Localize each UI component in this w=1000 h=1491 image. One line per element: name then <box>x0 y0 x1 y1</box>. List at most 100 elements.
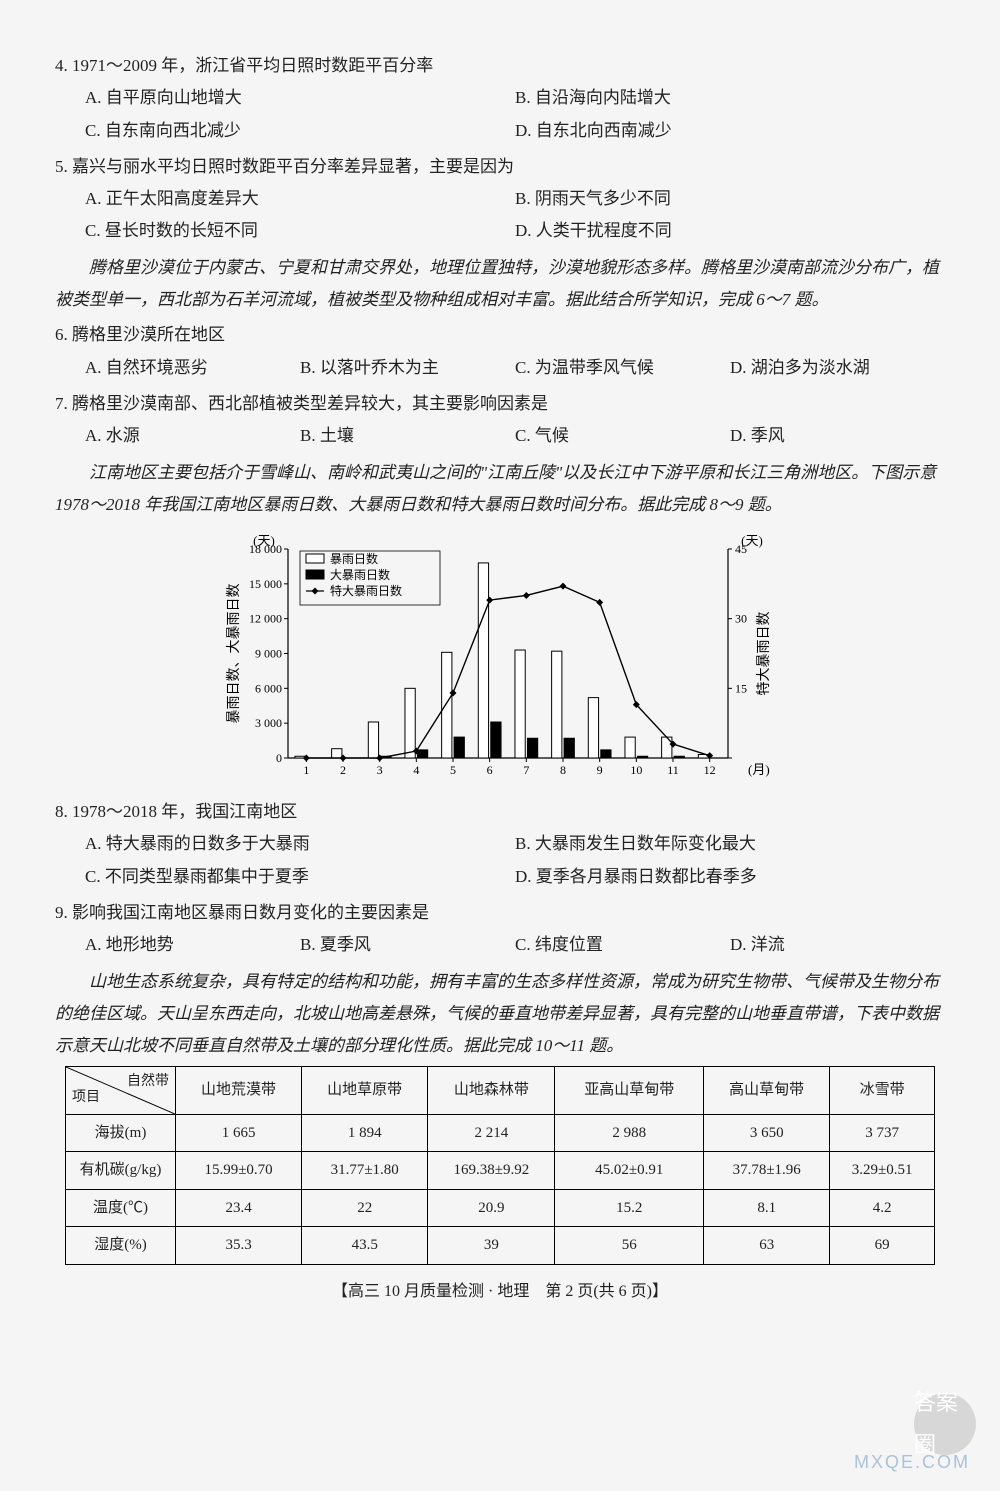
cell: 3 650 <box>704 1114 830 1152</box>
q4-a: A. 自平原向山地增大 <box>85 82 515 114</box>
svg-text:(天): (天) <box>741 533 763 548</box>
cell: 56 <box>555 1227 704 1265</box>
q9-a: A. 地形地势 <box>85 929 300 961</box>
mxqe-text: MXQE.COM <box>854 1445 970 1479</box>
svg-text:0: 0 <box>276 751 282 765</box>
row-label: 温度(℃) <box>66 1189 176 1227</box>
svg-text:12 000: 12 000 <box>249 612 282 626</box>
svg-text:(天): (天) <box>253 533 275 548</box>
q8-b: B. 大暴雨发生日数年际变化最大 <box>515 828 945 860</box>
q6-options: A. 自然环境恶劣 B. 以落叶乔木为主 C. 为温带季风气候 D. 湖泊多为淡… <box>55 352 945 384</box>
q9-c: C. 纬度位置 <box>515 929 730 961</box>
svg-text:4: 4 <box>413 763 419 777</box>
table-header-diag: 自然带项目 <box>66 1066 176 1114</box>
q6: 6. 腾格里沙漠所在地区 A. 自然环境恶劣 B. 以落叶乔木为主 C. 为温带… <box>55 319 945 384</box>
q8-d: D. 夏季各月暴雨日数都比春季多 <box>515 861 945 893</box>
svg-text:3 000: 3 000 <box>255 716 282 730</box>
svg-text:6: 6 <box>487 763 493 777</box>
q5: 5. 嘉兴与丽水平均日照时数距平百分率差异显著，主要是因为 A. 正午太阳高度差… <box>55 151 945 248</box>
table-row: 有机碳(g/kg)15.99±0.7031.77±1.80169.38±9.92… <box>66 1152 935 1190</box>
svg-text:(月): (月) <box>748 762 770 777</box>
table-col-0: 山地荒漠带 <box>176 1066 302 1114</box>
q8: 8. 1978～2018 年，我国江南地区 A. 特大暴雨的日数多于大暴雨 B.… <box>55 796 945 893</box>
cell: 8.1 <box>704 1189 830 1227</box>
cell: 23.4 <box>176 1189 302 1227</box>
q8-a: A. 特大暴雨的日数多于大暴雨 <box>85 828 515 860</box>
q5-options: A. 正午太阳高度差异大 B. 阴雨天气多少不同 C. 昼长时数的长短不同 D.… <box>55 183 945 248</box>
table-col-1: 山地草原带 <box>302 1066 428 1114</box>
q9-b: B. 夏季风 <box>300 929 515 961</box>
cell: 1 894 <box>302 1114 428 1152</box>
q4-stem: 4. 1971～2009 年，浙江省平均日照时数距平百分率 <box>55 50 945 82</box>
q7-d: D. 季风 <box>730 420 945 452</box>
cell: 45.02±0.91 <box>555 1152 704 1190</box>
table-row: 海拔(m)1 6651 8942 2142 9883 6503 737 <box>66 1114 935 1152</box>
q5-a: A. 正午太阳高度差异大 <box>85 183 515 215</box>
tianshan-table-wrap: 自然带项目山地荒漠带山地草原带山地森林带亚高山草甸带高山草甸带冰雪带海拔(m)1… <box>55 1066 945 1265</box>
q4-options: A. 自平原向山地增大 B. 自沿海向内陆增大 C. 自东南向西北减少 D. 自… <box>55 82 945 147</box>
q5-d: D. 人类干扰程度不同 <box>515 215 945 247</box>
svg-text:11: 11 <box>667 763 679 777</box>
rain-chart-svg: 03 0006 0009 00012 00015 00018 000153045… <box>220 531 780 786</box>
svg-text:15 000: 15 000 <box>249 577 282 591</box>
q6-c: C. 为温带季风气候 <box>515 352 730 384</box>
passage-6-7: 腾格里沙漠位于内蒙古、宁夏和甘肃交界处，地理位置独特，沙漠地貌形态多样。腾格里沙… <box>55 252 945 317</box>
q4-d: D. 自东北向西南减少 <box>515 115 945 147</box>
q9: 9. 影响我国江南地区暴雨日数月变化的主要因素是 A. 地形地势 B. 夏季风 … <box>55 897 945 962</box>
svg-text:5: 5 <box>450 763 456 777</box>
svg-text:10: 10 <box>630 763 642 777</box>
svg-text:3: 3 <box>377 763 383 777</box>
cell: 43.5 <box>302 1227 428 1265</box>
q5-c: C. 昼长时数的长短不同 <box>85 215 515 247</box>
cell: 35.3 <box>176 1227 302 1265</box>
table-col-2: 山地森林带 <box>428 1066 555 1114</box>
cell: 63 <box>704 1227 830 1265</box>
cell: 15.99±0.70 <box>176 1152 302 1190</box>
row-label: 湿度(%) <box>66 1227 176 1265</box>
q9-d: D. 洋流 <box>730 929 945 961</box>
cell: 4.2 <box>830 1189 935 1227</box>
q8-stem: 8. 1978～2018 年，我国江南地区 <box>55 796 945 828</box>
svg-text:1: 1 <box>303 763 309 777</box>
q5-b: B. 阴雨天气多少不同 <box>515 183 945 215</box>
cell: 1 665 <box>176 1114 302 1152</box>
svg-text:12: 12 <box>704 763 716 777</box>
table-col-4: 高山草甸带 <box>704 1066 830 1114</box>
q7-options: A. 水源 B. 土壤 C. 气候 D. 季风 <box>55 420 945 452</box>
tianshan-table: 自然带项目山地荒漠带山地草原带山地森林带亚高山草甸带高山草甸带冰雪带海拔(m)1… <box>65 1066 935 1265</box>
cell: 15.2 <box>555 1189 704 1227</box>
svg-text:9: 9 <box>597 763 603 777</box>
q7-c: C. 气候 <box>515 420 730 452</box>
q7: 7. 腾格里沙漠南部、西北部植被类型差异较大，其主要影响因素是 A. 水源 B.… <box>55 388 945 453</box>
q6-d: D. 湖泊多为淡水湖 <box>730 352 945 384</box>
q6-b: B. 以落叶乔木为主 <box>300 352 515 384</box>
svg-text:30: 30 <box>735 612 747 626</box>
cell: 2 214 <box>428 1114 555 1152</box>
table-col-5: 冰雪带 <box>830 1066 935 1114</box>
q6-stem: 6. 腾格里沙漠所在地区 <box>55 319 945 351</box>
cell: 169.38±9.92 <box>428 1152 555 1190</box>
table-row: 温度(℃)23.42220.915.28.14.2 <box>66 1189 935 1227</box>
passage-10-11: 山地生态系统复杂，具有特定的结构和功能，拥有丰富的生态多样性资源，常成为研究生物… <box>55 966 945 1063</box>
q9-options: A. 地形地势 B. 夏季风 C. 纬度位置 D. 洋流 <box>55 929 945 961</box>
q9-stem: 9. 影响我国江南地区暴雨日数月变化的主要因素是 <box>55 897 945 929</box>
svg-text:特大暴雨日数: 特大暴雨日数 <box>756 612 772 696</box>
cell: 69 <box>830 1227 935 1265</box>
q4-c: C. 自东南向西北减少 <box>85 115 515 147</box>
table-col-3: 亚高山草甸带 <box>555 1066 704 1114</box>
q7-stem: 7. 腾格里沙漠南部、西北部植被类型差异较大，其主要影响因素是 <box>55 388 945 420</box>
svg-text:2: 2 <box>340 763 346 777</box>
cell: 39 <box>428 1227 555 1265</box>
q7-a: A. 水源 <box>85 420 300 452</box>
q7-b: B. 土壤 <box>300 420 515 452</box>
svg-text:暴雨日数、大暴雨日数: 暴雨日数、大暴雨日数 <box>226 584 242 724</box>
passage-8-9: 江南地区主要包括介于雪峰山、南岭和武夷山之间的"江南丘陵"以及长江中下游平原和长… <box>55 457 945 522</box>
page-footer: 【高三 10 月质量检测 · 地理 第 2 页(共 6 页)】 <box>55 1277 945 1307</box>
row-label: 海拔(m) <box>66 1114 176 1152</box>
cell: 3 737 <box>830 1114 935 1152</box>
q8-options: A. 特大暴雨的日数多于大暴雨 B. 大暴雨发生日数年际变化最大 C. 不同类型… <box>55 828 945 893</box>
svg-text:9 000: 9 000 <box>255 647 282 661</box>
cell: 31.77±1.80 <box>302 1152 428 1190</box>
cell: 37.78±1.96 <box>704 1152 830 1190</box>
q4-b: B. 自沿海向内陆增大 <box>515 82 945 114</box>
